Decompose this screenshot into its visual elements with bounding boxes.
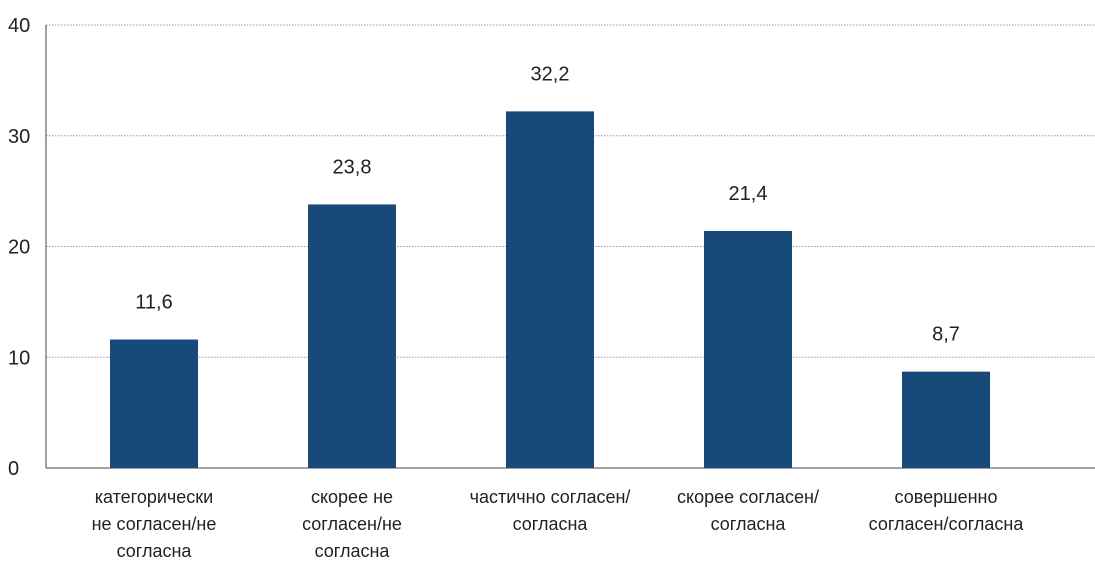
- category-label-3: скорее согласен/согласна: [677, 487, 819, 534]
- category-label-3-line-0: скорее согласен/: [677, 487, 819, 507]
- y-tick-label-20: 20: [8, 237, 30, 259]
- category-label-1-line-2: согласна: [315, 541, 391, 561]
- y-tick-label-0: 0: [8, 458, 19, 480]
- category-label-2-line-0: частично согласен/: [470, 487, 631, 507]
- category-label-0-line-1: не согласен/не: [92, 514, 217, 534]
- category-label-1-line-0: скорее не: [311, 487, 393, 507]
- x-tick-labels: категорически не согласен/не согласнаскоре…: [92, 487, 1025, 561]
- category-label-0-line-0: категорически: [95, 487, 214, 507]
- bar-4: [902, 371, 990, 468]
- grid-lines: [46, 24, 1095, 358]
- category-label-4-line-1: согласен/согласна: [869, 514, 1025, 534]
- bars: [110, 111, 990, 469]
- bar-0: [110, 339, 198, 468]
- value-label-1: 23,8: [333, 156, 372, 178]
- category-label-4: совершенно согласен/согласна: [869, 487, 1025, 534]
- category-label-0: категорически не согласен/не согласна: [92, 487, 217, 561]
- category-label-4-line-0: совершенно: [895, 487, 998, 507]
- category-label-1: скорее не согласен/не согласна: [302, 487, 402, 561]
- y-tick-label-10: 10: [8, 347, 30, 369]
- value-labels: 11,6 23,8 32,2 21,4 8,7: [135, 63, 960, 345]
- y-tick-labels: 0 10 20 30 40: [8, 15, 30, 480]
- category-label-2-line-1: согласна: [513, 514, 589, 534]
- category-label-0-line-2: согласна: [117, 541, 193, 561]
- value-label-2: 32,2: [531, 63, 570, 85]
- value-label-4: 8,7: [932, 324, 960, 346]
- value-label-3: 21,4: [729, 183, 768, 205]
- bar-2: [506, 111, 594, 468]
- bar-1: [308, 204, 396, 469]
- category-label-3-line-1: согласна: [711, 514, 787, 534]
- bar-3: [704, 230, 792, 468]
- value-label-0: 11,6: [135, 292, 172, 314]
- category-label-1-line-1: согласен/не: [302, 514, 402, 534]
- y-tick-label-30: 30: [8, 126, 30, 148]
- category-label-2: частично согласен/согласна: [470, 487, 631, 534]
- y-tick-label-40: 40: [8, 15, 30, 37]
